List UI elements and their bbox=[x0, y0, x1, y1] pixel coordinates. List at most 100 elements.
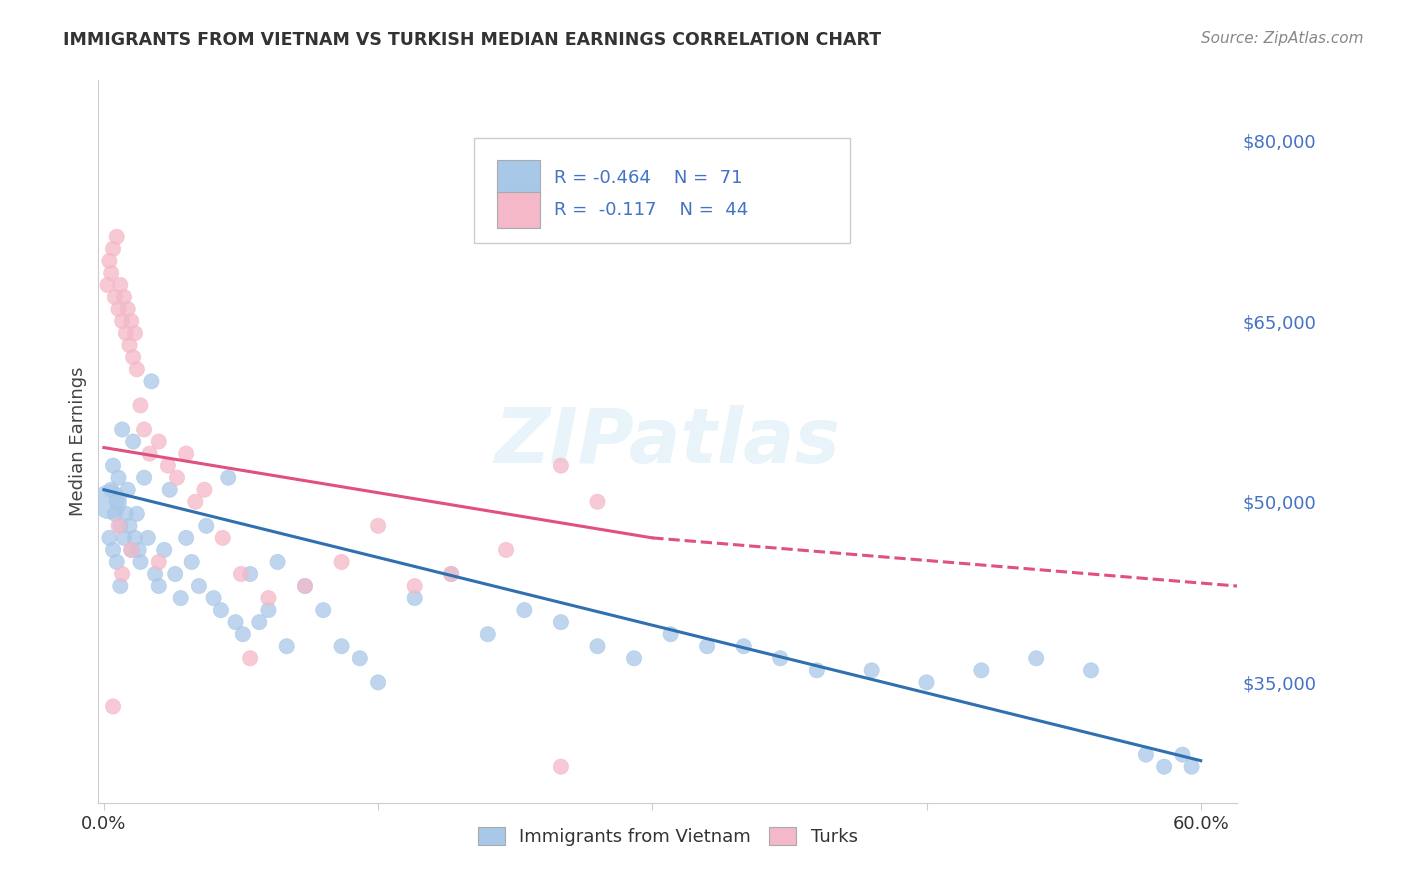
Text: IMMIGRANTS FROM VIETNAM VS TURKISH MEDIAN EARNINGS CORRELATION CHART: IMMIGRANTS FROM VIETNAM VS TURKISH MEDIA… bbox=[63, 31, 882, 49]
Point bbox=[110, 277, 132, 292]
Point bbox=[153, 542, 176, 557]
Point bbox=[239, 651, 262, 665]
Point bbox=[100, 483, 122, 497]
Point bbox=[111, 423, 134, 437]
Point bbox=[495, 542, 517, 557]
Point bbox=[1153, 760, 1175, 774]
Point bbox=[1025, 651, 1047, 665]
Point bbox=[107, 519, 129, 533]
Point bbox=[134, 471, 156, 485]
Point bbox=[1180, 760, 1202, 774]
Point bbox=[124, 326, 146, 341]
Point bbox=[111, 314, 134, 328]
Text: R = -0.464    N =  71: R = -0.464 N = 71 bbox=[554, 169, 742, 186]
Point bbox=[550, 458, 572, 473]
Point bbox=[105, 494, 128, 508]
Point bbox=[188, 579, 211, 593]
Point bbox=[148, 434, 170, 449]
Point bbox=[166, 471, 188, 485]
FancyBboxPatch shape bbox=[498, 193, 540, 228]
Point bbox=[101, 542, 124, 557]
Point bbox=[117, 483, 139, 497]
Point bbox=[659, 627, 682, 641]
Point bbox=[118, 519, 141, 533]
Point bbox=[915, 675, 938, 690]
Point bbox=[733, 639, 755, 653]
Point bbox=[806, 664, 828, 678]
Point bbox=[159, 483, 181, 497]
Point bbox=[696, 639, 718, 653]
Point bbox=[623, 651, 645, 665]
Point bbox=[970, 664, 993, 678]
Point bbox=[122, 434, 145, 449]
Point bbox=[312, 603, 335, 617]
Point bbox=[115, 507, 138, 521]
Text: Source: ZipAtlas.com: Source: ZipAtlas.com bbox=[1201, 31, 1364, 46]
Point bbox=[125, 362, 148, 376]
Point bbox=[105, 555, 128, 569]
Point bbox=[117, 301, 139, 317]
Point bbox=[193, 483, 215, 497]
FancyBboxPatch shape bbox=[498, 160, 540, 196]
Point bbox=[104, 507, 127, 521]
Point bbox=[367, 519, 389, 533]
Point bbox=[110, 519, 132, 533]
Point bbox=[586, 494, 609, 508]
Point bbox=[134, 423, 156, 437]
Point bbox=[550, 760, 572, 774]
Point bbox=[112, 290, 135, 304]
Point bbox=[141, 375, 163, 389]
Point bbox=[112, 531, 135, 545]
Point bbox=[118, 338, 141, 352]
Point bbox=[174, 446, 197, 460]
Point bbox=[257, 603, 280, 617]
Point bbox=[101, 458, 124, 473]
Point bbox=[229, 567, 252, 582]
Point bbox=[477, 627, 499, 641]
Point bbox=[107, 471, 129, 485]
Point bbox=[225, 615, 247, 630]
Point bbox=[247, 615, 270, 630]
Point bbox=[128, 542, 150, 557]
Point bbox=[349, 651, 371, 665]
Point bbox=[440, 567, 463, 582]
Point bbox=[404, 579, 426, 593]
Point bbox=[136, 531, 159, 545]
Point bbox=[111, 567, 134, 582]
Point bbox=[294, 579, 316, 593]
Point bbox=[209, 603, 232, 617]
Point bbox=[550, 615, 572, 630]
Point bbox=[330, 639, 353, 653]
Point bbox=[100, 266, 122, 280]
Point bbox=[122, 350, 145, 364]
Point bbox=[129, 398, 152, 412]
Point bbox=[125, 507, 148, 521]
Point bbox=[115, 326, 138, 341]
Point bbox=[124, 531, 146, 545]
Point bbox=[138, 446, 160, 460]
Point bbox=[165, 567, 187, 582]
Legend: Immigrants from Vietnam, Turks: Immigrants from Vietnam, Turks bbox=[468, 818, 868, 855]
Point bbox=[404, 591, 426, 605]
Point bbox=[211, 531, 233, 545]
Point bbox=[586, 639, 609, 653]
Point bbox=[156, 458, 179, 473]
Point bbox=[148, 555, 170, 569]
Point bbox=[202, 591, 225, 605]
Point bbox=[180, 555, 202, 569]
Point bbox=[184, 494, 207, 508]
Point bbox=[257, 591, 280, 605]
Point bbox=[330, 555, 353, 569]
Point bbox=[239, 567, 262, 582]
Point bbox=[120, 542, 142, 557]
Point bbox=[513, 603, 536, 617]
Point bbox=[98, 531, 121, 545]
Point bbox=[294, 579, 316, 593]
Point bbox=[195, 519, 218, 533]
Point bbox=[101, 242, 124, 256]
Point bbox=[440, 567, 463, 582]
Point bbox=[217, 471, 239, 485]
Point bbox=[174, 531, 197, 545]
FancyBboxPatch shape bbox=[474, 138, 851, 243]
Point bbox=[107, 301, 129, 317]
